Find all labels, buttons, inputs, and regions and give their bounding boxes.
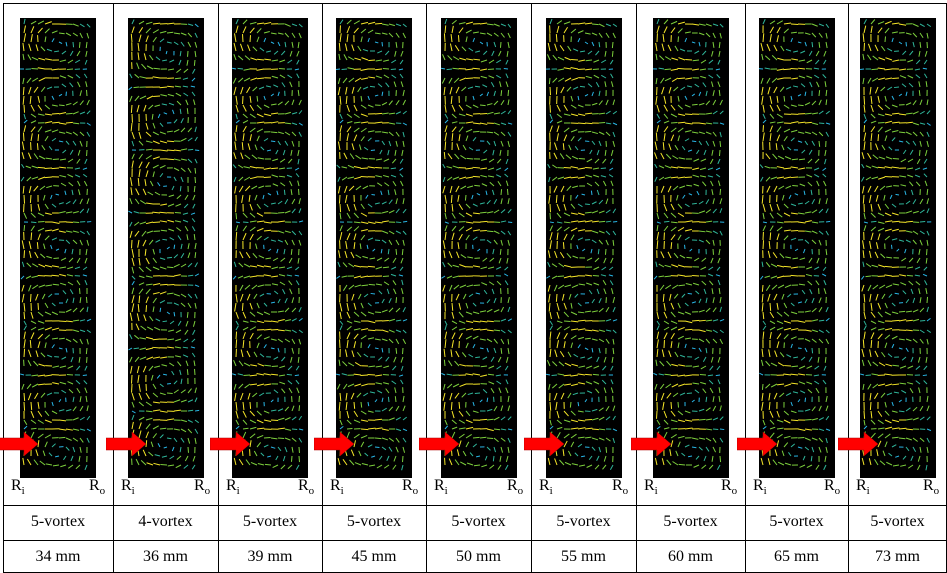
radius-symbol: R [402, 477, 413, 494]
outer-radius-label: Ro [194, 477, 210, 497]
radius-symbol: R [923, 477, 934, 494]
inner-radius-label: Ri [753, 477, 767, 497]
axial-distance: 50 mm [426, 548, 531, 566]
radius-symbol: R [644, 477, 655, 494]
axial-distance: 60 mm [636, 548, 745, 566]
radius-symbol: R [612, 477, 623, 494]
radius-subscript: i [237, 485, 240, 497]
outer-radius-label: Ro [923, 477, 939, 497]
vector-field-image [210, 18, 326, 478]
inner-radius-label: Ri [11, 477, 25, 497]
radius-subscript: o [623, 485, 629, 497]
radius-subscript: o [413, 485, 419, 497]
vector-field-image [0, 18, 114, 478]
radius-symbol: R [298, 477, 309, 494]
vector-field-image [314, 18, 430, 478]
vortex-mode: 5-vortex [531, 513, 636, 531]
inner-radius-label: Ri [121, 477, 135, 497]
vortex-mode: 5-vortex [745, 513, 848, 531]
radius-symbol: R [507, 477, 518, 494]
radius-symbol: R [194, 477, 205, 494]
radius-subscript: i [655, 485, 658, 497]
vector-field-image [524, 18, 640, 478]
vector-field-image [838, 18, 947, 478]
outer-radius-label: Ro [89, 477, 105, 497]
axial-distance: 55 mm [531, 548, 636, 566]
radius-subscript: o [934, 485, 940, 497]
radius-symbol: R [226, 477, 237, 494]
axial-distance: 34 mm [3, 548, 113, 566]
inner-radius-label: Ri [856, 477, 870, 497]
vortex-mode: 5-vortex [426, 513, 531, 531]
table-rule [3, 540, 947, 541]
vortex-mode: 5-vortex [218, 513, 322, 531]
outer-radius-label: Ro [612, 477, 628, 497]
axial-distance: 65 mm [745, 548, 848, 566]
vortex-mode: 5-vortex [636, 513, 745, 531]
outer-radius-label: Ro [402, 477, 418, 497]
radius-subscript: i [764, 485, 767, 497]
vector-field-image [419, 18, 535, 478]
axial-distance: 73 mm [848, 548, 947, 566]
radius-subscript: o [732, 485, 738, 497]
radius-symbol: R [539, 477, 550, 494]
radius-symbol: R [330, 477, 341, 494]
vortex-mode: 4-vortex [113, 513, 218, 531]
radius-subscript: o [100, 485, 106, 497]
table-rule [3, 505, 947, 506]
outer-radius-label: Ro [721, 477, 737, 497]
radius-subscript: i [550, 485, 553, 497]
inner-radius-label: Ri [330, 477, 344, 497]
axial-distance: 39 mm [218, 548, 322, 566]
radius-symbol: R [856, 477, 867, 494]
radius-symbol: R [89, 477, 100, 494]
outer-radius-label: Ro [298, 477, 314, 497]
vortex-mode: 5-vortex [848, 513, 947, 531]
radius-subscript: o [309, 485, 315, 497]
outer-radius-label: Ro [824, 477, 840, 497]
vector-field-image [737, 18, 853, 478]
radius-subscript: i [22, 485, 25, 497]
axial-distance: 45 mm [322, 548, 426, 566]
radius-subscript: o [835, 485, 841, 497]
radius-subscript: o [518, 485, 524, 497]
radius-symbol: R [434, 477, 445, 494]
radius-symbol: R [753, 477, 764, 494]
radius-subscript: i [341, 485, 344, 497]
radius-subscript: i [445, 485, 448, 497]
vortex-mode: 5-vortex [3, 513, 113, 531]
vortex-mode: 5-vortex [322, 513, 426, 531]
inner-radius-label: Ri [539, 477, 553, 497]
vector-field-image [631, 18, 747, 478]
inner-radius-label: Ri [644, 477, 658, 497]
inner-radius-label: Ri [226, 477, 240, 497]
radius-symbol: R [721, 477, 732, 494]
radius-subscript: i [867, 485, 870, 497]
radius-subscript: o [205, 485, 211, 497]
axial-distance: 36 mm [113, 548, 218, 566]
inner-radius-label: Ri [434, 477, 448, 497]
table-rule [3, 3, 947, 4]
vector-field-image [106, 18, 222, 478]
radius-symbol: R [824, 477, 835, 494]
outer-radius-label: Ro [507, 477, 523, 497]
radius-symbol: R [121, 477, 132, 494]
radius-symbol: R [11, 477, 22, 494]
radius-subscript: i [132, 485, 135, 497]
